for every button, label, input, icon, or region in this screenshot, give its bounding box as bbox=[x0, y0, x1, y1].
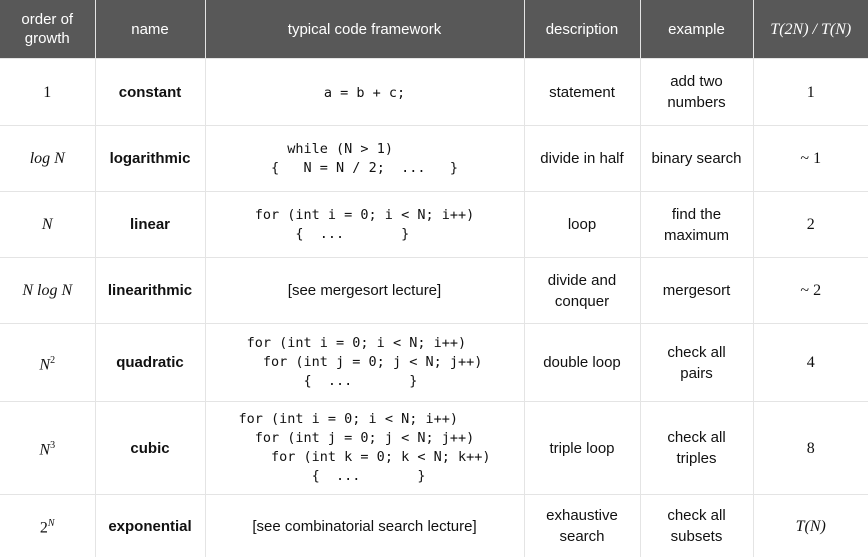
name-cell: cubic bbox=[94, 401, 205, 495]
description-cell: exhaustive search bbox=[523, 494, 640, 557]
header-code: typical code framework bbox=[204, 0, 524, 59]
order-cell: log N bbox=[0, 125, 95, 192]
ratio-cell: ~ 1 bbox=[752, 125, 868, 192]
table-row: 2N exponential [see combinatorial search… bbox=[0, 494, 868, 557]
table-row: N linear for (int i = 0; i < N; i++) { .… bbox=[0, 191, 868, 258]
name-cell: constant bbox=[94, 58, 205, 126]
order-cell: N2 bbox=[0, 323, 95, 402]
order-cell: N3 bbox=[0, 401, 95, 495]
code-cell: while (N > 1){ N = N / 2; ... } bbox=[204, 125, 524, 192]
code-cell: for (int i = 0; i < N; i++) for (int j =… bbox=[204, 401, 524, 495]
name-cell: exponential bbox=[94, 494, 205, 557]
header-name: name bbox=[94, 0, 205, 59]
header-row: order of growth name typical code framew… bbox=[0, 0, 868, 59]
header-description: description bbox=[523, 0, 640, 59]
name-cell: linearithmic bbox=[94, 257, 205, 324]
order-cell: N log N bbox=[0, 257, 95, 324]
ratio-cell: ~ 2 bbox=[752, 257, 868, 324]
code-cell: for (int i = 0; i < N; i++) { ... } bbox=[204, 191, 524, 258]
description-cell: statement bbox=[523, 58, 640, 126]
example-cell: add two numbers bbox=[639, 58, 753, 126]
example-cell: check all triples bbox=[639, 401, 753, 495]
description-cell: loop bbox=[523, 191, 640, 258]
description-cell: double loop bbox=[523, 323, 640, 402]
table-row: 1 constant a = b + c; statement add two … bbox=[0, 58, 868, 126]
example-cell: check all subsets bbox=[639, 494, 753, 557]
name-cell: quadratic bbox=[94, 323, 205, 402]
code-cell: [see mergesort lecture] bbox=[204, 257, 524, 324]
table-row: N log N linearithmic [see mergesort lect… bbox=[0, 257, 868, 324]
ratio-cell: 8 bbox=[752, 401, 868, 495]
example-cell: mergesort bbox=[639, 257, 753, 324]
header-order: order of growth bbox=[0, 0, 95, 59]
header-ratio: T(2N) / T(N) bbox=[752, 0, 868, 59]
ratio-cell: 4 bbox=[752, 323, 868, 402]
table-row: log N logarithmic while (N > 1){ N = N /… bbox=[0, 125, 868, 192]
ratio-cell: 2 bbox=[752, 191, 868, 258]
name-cell: logarithmic bbox=[94, 125, 205, 192]
code-cell: [see combinatorial search lecture] bbox=[204, 494, 524, 557]
description-cell: divide and conquer bbox=[523, 257, 640, 324]
description-cell: divide in half bbox=[523, 125, 640, 192]
example-cell: find the maximum bbox=[639, 191, 753, 258]
header-example: example bbox=[639, 0, 753, 59]
name-cell: linear bbox=[94, 191, 205, 258]
ratio-cell: T(N) bbox=[752, 494, 868, 557]
code-cell: a = b + c; bbox=[204, 58, 524, 126]
example-cell: binary search bbox=[639, 125, 753, 192]
description-cell: triple loop bbox=[523, 401, 640, 495]
order-cell: N bbox=[0, 191, 95, 258]
ratio-cell: 1 bbox=[752, 58, 868, 126]
example-cell: check all pairs bbox=[639, 323, 753, 402]
table-row: N2 quadratic for (int i = 0; i < N; i++)… bbox=[0, 323, 868, 402]
code-cell: for (int i = 0; i < N; i++) for (int j =… bbox=[204, 323, 524, 402]
table-row: N3 cubic for (int i = 0; i < N; i++) for… bbox=[0, 401, 868, 495]
order-cell: 1 bbox=[0, 58, 95, 126]
order-cell: 2N bbox=[0, 494, 95, 557]
